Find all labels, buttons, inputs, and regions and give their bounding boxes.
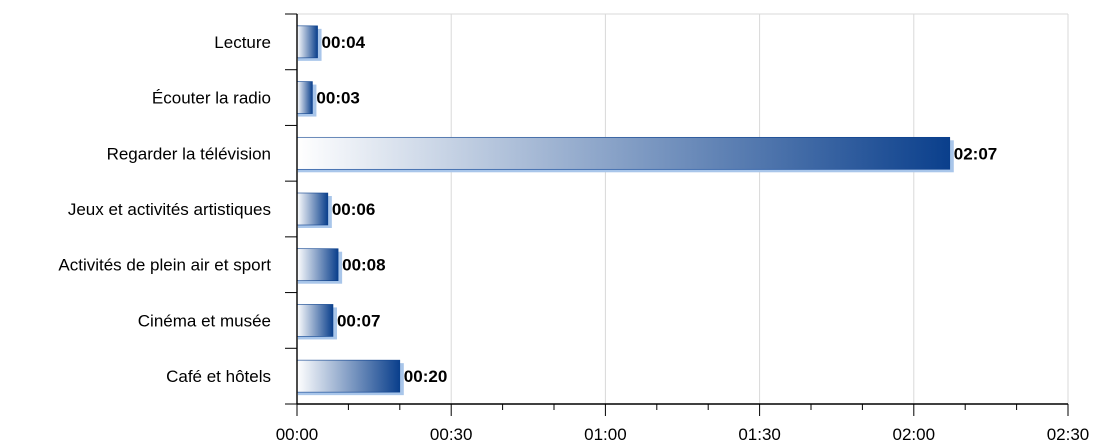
data-label: 00:03 [316,89,359,108]
category-label: Jeux et activités artistiques [68,200,271,219]
labels: 00:04 Lecture 00:03 Écouter la radio 02:07 Re… [58,33,1089,444]
category-label: Écouter la radio [152,89,271,108]
bar [296,192,329,226]
bars [296,25,954,396]
x-tick-label: 00:00 [276,425,319,444]
gridlines [297,13,1069,404]
data-label: 00:20 [404,367,447,386]
bar [296,304,334,337]
data-label: 00:08 [342,256,385,275]
x-tick-label: 01:00 [584,425,627,444]
category-label: Cinéma et musée [138,311,271,330]
bar [296,359,401,393]
data-label: 00:06 [332,200,375,219]
x-tick-label: 02:00 [893,425,936,444]
bar [296,25,318,59]
data-label: 02:07 [954,144,997,163]
data-label: 00:07 [337,311,380,330]
category-label: Regarder la télévision [107,144,271,163]
bar [296,248,339,282]
axes [285,13,1069,416]
x-tick-label: 02:30 [1047,425,1090,444]
data-label: 00:04 [322,33,366,52]
category-label: Lecture [214,33,271,52]
bar [296,136,951,170]
x-tick-label: 01:30 [738,425,781,444]
category-label: Café et hôtels [166,367,271,386]
category-label: Activités de plein air et sport [58,256,271,275]
x-tick-label: 00:30 [430,425,473,444]
bar [296,81,313,114]
